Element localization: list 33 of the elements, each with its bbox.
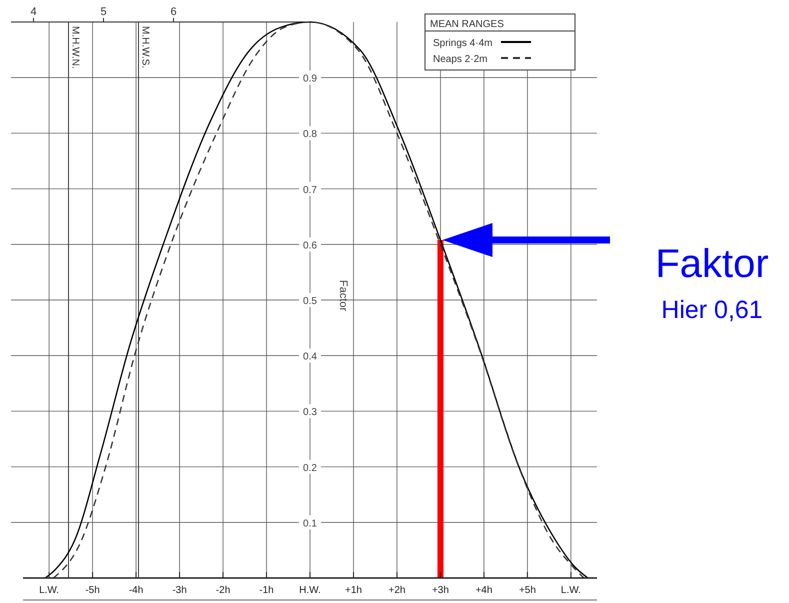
text: Faktor bbox=[655, 242, 769, 286]
legend-title: MEAN RANGES bbox=[430, 19, 504, 30]
y-tick-label: 0.9 bbox=[303, 74, 318, 85]
y-tick-label: 0.5 bbox=[303, 296, 318, 307]
x-tick-label: -1h bbox=[259, 585, 274, 596]
x-tick-label: +5h bbox=[518, 585, 536, 596]
y-tick-label: 0.6 bbox=[303, 240, 318, 252]
x-tick-label: H.W. bbox=[299, 585, 321, 596]
ref-line-label: M.H.W.N. bbox=[70, 26, 80, 69]
x-tick-label: -4h bbox=[128, 585, 144, 596]
x-tick-label: +2h bbox=[388, 585, 406, 596]
ref-line-label: M.H.W.S. bbox=[140, 26, 150, 68]
y-tick-label: 0.3 bbox=[303, 407, 318, 418]
y-tick-label: 0.1 bbox=[303, 518, 318, 530]
x2-tick-label: 6 bbox=[170, 6, 177, 18]
x-tick-label: +1h bbox=[345, 585, 362, 596]
y-axis-title: Factor bbox=[337, 280, 349, 312]
x-tick-label: L.W. bbox=[560, 585, 581, 596]
x-tick-label: -5h bbox=[85, 585, 100, 596]
x-tick-label: -2h bbox=[216, 585, 230, 596]
legend-label: Neaps 2·2m bbox=[433, 54, 488, 65]
legend-label: Springs 4·4m bbox=[433, 38, 492, 49]
x-tick-label: +4h bbox=[475, 585, 492, 596]
x-tick-label: -3h bbox=[172, 585, 187, 596]
x2-tick-label: 4 bbox=[30, 6, 37, 18]
x2-tick-label: 5 bbox=[100, 6, 107, 18]
y-tick-label: 0.7 bbox=[303, 184, 318, 196]
y-tick-label: 0.4 bbox=[303, 352, 318, 363]
x-tick-label: L.W. bbox=[39, 585, 60, 596]
text: Hier 0,61 bbox=[661, 296, 763, 324]
y-tick-label: 0.8 bbox=[303, 129, 318, 140]
x-tick-label: +3h bbox=[432, 585, 449, 596]
y-tick-label: 0.2 bbox=[303, 462, 318, 474]
